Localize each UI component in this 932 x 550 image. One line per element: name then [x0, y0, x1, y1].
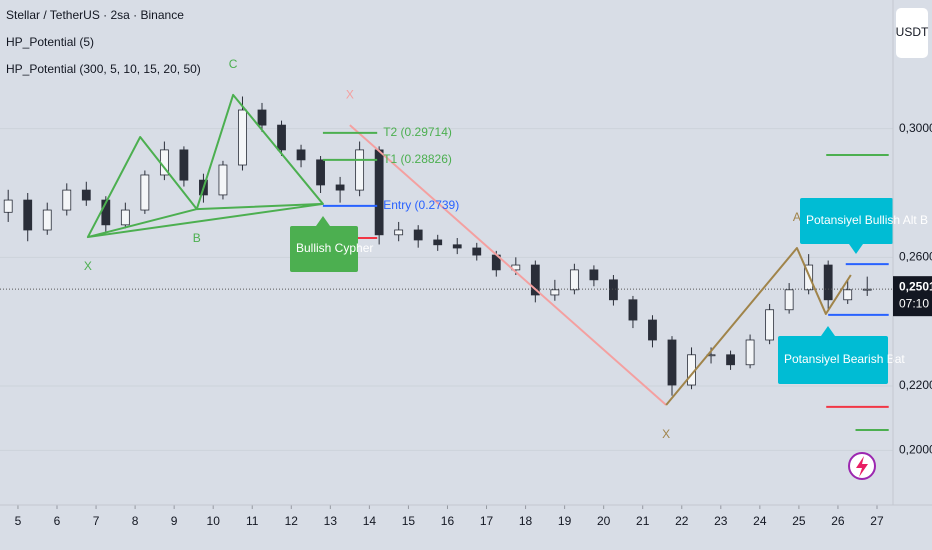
candle-body	[433, 239, 443, 246]
x-tick-label: 23	[714, 514, 728, 528]
candle-body	[62, 189, 72, 211]
candle-body	[472, 247, 482, 256]
x-tick-label: 25	[792, 514, 806, 528]
x-tick-label: 7	[93, 514, 100, 528]
grid	[0, 128, 893, 509]
pattern-point-label: A	[793, 210, 801, 224]
candle-body	[765, 309, 775, 341]
candle-body	[394, 229, 404, 236]
candle-body	[589, 269, 599, 281]
alert-bolt	[856, 456, 868, 477]
x-tick-label: 16	[441, 514, 455, 528]
x-tick-label: 15	[402, 514, 416, 528]
plot: X B C X X A T2 (0.29714) T1 (0.28826) Entry (0.2…	[0, 57, 928, 441]
candle-body	[843, 289, 853, 301]
candle-body	[452, 244, 462, 249]
candle-body	[42, 209, 52, 231]
x-tick-label: 19	[558, 514, 572, 528]
x-tick-label: 6	[54, 514, 61, 528]
candle-body	[569, 269, 579, 291]
callout-arrow	[849, 244, 863, 254]
candle-body	[218, 164, 228, 196]
x-tick-label: 22	[675, 514, 689, 528]
callout-arrow	[821, 326, 835, 336]
harmonic-pattern	[349, 124, 667, 406]
x-tick-label: 24	[753, 514, 767, 528]
candle-body	[823, 264, 833, 301]
x-tick-label: 20	[597, 514, 611, 528]
candle-body	[530, 264, 540, 296]
level-label: Entry (0.2739)	[383, 198, 459, 212]
last-price-label: 0,2501	[899, 279, 932, 293]
candle-body	[413, 229, 423, 241]
currency-button[interactable]	[896, 8, 928, 58]
candle-body	[316, 159, 325, 186]
x-tick-label: 9	[171, 514, 178, 528]
countdown-label: 07:10	[899, 296, 929, 310]
pattern-point-label: X	[346, 87, 354, 101]
x-tick-label: 11	[246, 514, 259, 528]
chart-title: Stellar / TetherUS · 2sa · Binance	[6, 8, 184, 22]
x-tick-label: 5	[15, 514, 22, 528]
candle-body	[296, 149, 306, 161]
candle-body	[374, 149, 384, 236]
pattern-callout	[778, 336, 888, 384]
callout-text: Potansiyel Bearish Bat	[784, 352, 905, 366]
harmonic-pattern	[665, 246, 852, 406]
x-tick-label: 18	[519, 514, 533, 528]
pattern-point-label: X	[84, 259, 92, 273]
candle-body	[355, 149, 365, 191]
candle-body	[628, 299, 638, 321]
pattern-point-label: X	[662, 427, 670, 441]
pattern-point-label: C	[229, 57, 238, 71]
callout-text: Bullish Cypher	[296, 241, 373, 255]
indicator-label: HP_Potential (5)	[6, 35, 94, 49]
candle-body	[667, 339, 677, 386]
x-tick-label: 10	[207, 514, 221, 528]
level-label: T2 (0.29714)	[383, 125, 452, 139]
candle-body	[550, 289, 560, 296]
x-tick-label: 8	[132, 514, 139, 528]
x-tick-label: 12	[285, 514, 299, 528]
x-tick-label: 21	[636, 514, 650, 528]
candle-body	[140, 174, 150, 211]
candle-body	[726, 354, 735, 366]
pattern-callout	[800, 198, 893, 244]
level-label: T1 (0.28826)	[383, 152, 452, 166]
candle-body	[120, 209, 130, 226]
indicator-label: HP_Potential (300, 5, 10, 15, 20, 50)	[6, 62, 201, 76]
candle-body	[745, 339, 755, 366]
y-tick-label: 0,3000	[899, 121, 932, 135]
candle-body	[3, 199, 13, 213]
callout-arrow	[316, 216, 330, 226]
candle-body	[648, 319, 657, 341]
candle-body	[277, 124, 286, 151]
currency-label[interactable]: USDT	[896, 25, 929, 39]
candle-body	[784, 289, 794, 311]
candle-body	[238, 109, 247, 166]
callout-text: Potansiyel Bullish Alt B	[806, 213, 928, 227]
x-tick-label: 14	[363, 514, 377, 528]
x-tick-label: 13	[324, 514, 338, 528]
x-tick-label: 17	[480, 514, 494, 528]
candle-body	[257, 109, 267, 126]
candle-body	[335, 184, 345, 191]
x-tick-label: 26	[831, 514, 845, 528]
candle-body	[81, 189, 91, 201]
candle-body	[23, 199, 33, 231]
harmonic-pattern	[86, 93, 324, 239]
candle-body	[609, 279, 618, 301]
last-price-box	[893, 276, 932, 317]
x-tick-label: 27	[870, 514, 884, 528]
candle-body	[179, 149, 189, 181]
pattern-callout	[290, 226, 358, 272]
candle-body	[804, 264, 814, 291]
pattern-point-label: B	[193, 231, 201, 245]
